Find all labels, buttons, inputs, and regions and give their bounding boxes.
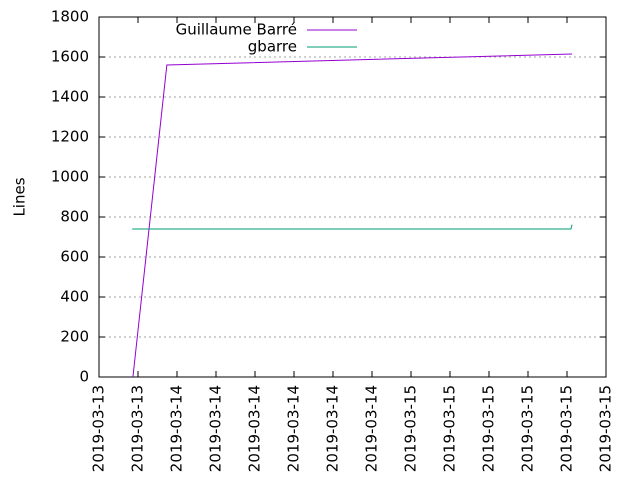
- x-tick-label: 2019-03-15: [402, 385, 420, 472]
- x-tick-label: 2019-03-15: [558, 385, 576, 472]
- y-tick-label: 600: [60, 248, 89, 266]
- legend-label: gbarre: [248, 38, 297, 56]
- y-tick-label: 1800: [51, 8, 89, 26]
- data-line: [132, 224, 573, 230]
- x-tick-label: 2019-03-14: [207, 385, 225, 472]
- x-tick-label: 2019-03-13: [129, 385, 147, 472]
- x-tick-label: 2019-03-14: [285, 385, 303, 472]
- y-axis-label: Lines: [11, 177, 29, 216]
- x-tick-label: 2019-03-14: [363, 385, 381, 472]
- x-tick-label: 2019-03-14: [324, 385, 342, 472]
- y-tick-label: 800: [60, 208, 89, 226]
- legend-label: Guillaume Barré: [176, 21, 297, 39]
- y-tick-label: 1000: [51, 168, 89, 186]
- x-tick-label: 2019-03-13: [90, 385, 108, 472]
- y-tick-label: 200: [60, 328, 89, 346]
- y-tick-label: 0: [79, 368, 89, 386]
- x-tick-label: 2019-03-15: [597, 385, 615, 472]
- data-line: [132, 53, 573, 378]
- y-tick-label: 1200: [51, 128, 89, 146]
- x-tick-label: 2019-03-15: [480, 385, 498, 472]
- y-tick-label: 1400: [51, 88, 89, 106]
- plot-border: [98, 16, 607, 378]
- x-tick-label: 2019-03-15: [441, 385, 459, 472]
- y-tick-label: 400: [60, 288, 89, 306]
- x-tick-label: 2019-03-14: [246, 385, 264, 472]
- x-tick-label: 2019-03-14: [168, 385, 186, 472]
- y-tick-label: 1600: [51, 48, 89, 66]
- x-tick-label: 2019-03-15: [519, 385, 537, 472]
